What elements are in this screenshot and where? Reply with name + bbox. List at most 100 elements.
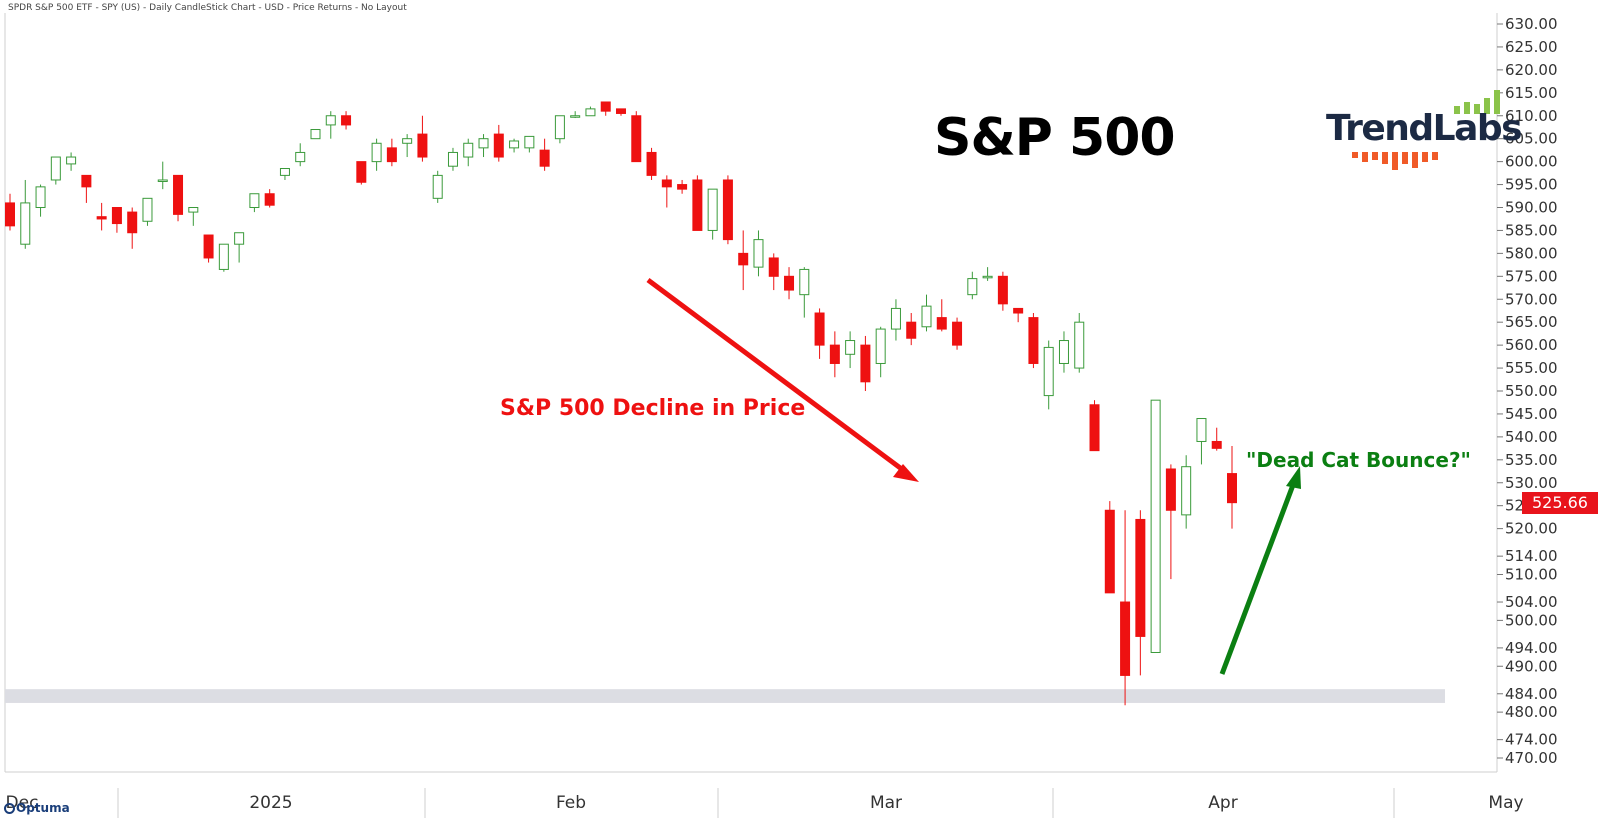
candle-down (1211, 440, 1222, 449)
candle-down (616, 108, 626, 114)
y-tick-label: 610.00 (1505, 107, 1558, 125)
candle-up (585, 108, 596, 117)
x-tick-label: Apr (1208, 793, 1237, 813)
candle-up (50, 156, 61, 181)
candle-down (111, 207, 122, 225)
candle-up (875, 328, 886, 364)
candle-up (218, 243, 229, 270)
candle-up (1043, 346, 1054, 397)
candle-down (860, 344, 871, 383)
candle-down (997, 275, 1008, 305)
candle-down (936, 317, 947, 330)
optuma-text: Optuma (16, 801, 70, 815)
logo-bars-icon (1352, 90, 1500, 170)
y-tick-label: 600.00 (1505, 153, 1558, 171)
candle-down (493, 133, 504, 158)
candle-down (814, 312, 825, 346)
y-tick-label: 585.00 (1505, 221, 1558, 239)
last-price-label: 525.66 (1522, 491, 1598, 514)
y-tick-label: 605.00 (1505, 130, 1558, 148)
y-tick-label: 590.00 (1505, 199, 1558, 217)
candle-up (402, 138, 413, 144)
candle-up (35, 186, 46, 208)
y-tick-label: 565.00 (1505, 313, 1558, 331)
y-tick-label: 504.00 (1505, 593, 1558, 611)
candle-up (1196, 418, 1207, 442)
candle-up (707, 188, 718, 231)
candle-up (295, 151, 306, 163)
candle-down (341, 115, 352, 126)
y-tick-label: 550.00 (1505, 382, 1558, 400)
candles (5, 101, 1237, 706)
logo-text: TrendLabs (1326, 108, 1523, 149)
candle-up (570, 115, 581, 118)
candle-down (1227, 473, 1237, 504)
y-tick-label: 470.00 (1505, 749, 1558, 767)
candle-down (81, 174, 92, 188)
y-tick-label: 625.00 (1505, 38, 1558, 56)
y-tick-label: 514.00 (1505, 547, 1558, 565)
candle-up (279, 168, 290, 176)
chart-frame (4, 13, 1498, 773)
candle-down (173, 174, 184, 215)
x-tick-label: 2025 (249, 793, 292, 813)
candle-up (142, 197, 153, 222)
candle-up (478, 138, 489, 149)
y-tick-label: 575.00 (1505, 267, 1558, 285)
candle-down (906, 321, 917, 339)
candle-down (692, 179, 703, 231)
candle-down (1104, 509, 1115, 594)
candle-up (799, 268, 810, 296)
candle-up (447, 151, 458, 167)
y-tick-label: 520.00 (1505, 520, 1558, 538)
candle-down (386, 147, 397, 163)
candle-down (127, 211, 138, 234)
candle-up (157, 179, 168, 182)
y-tick-label: 560.00 (1505, 336, 1558, 354)
candle-up (845, 340, 856, 355)
annotation-arrows (646, 277, 1301, 675)
candle-down (738, 252, 749, 266)
candle-down (96, 216, 107, 220)
candle-down (600, 101, 611, 112)
decline-arrow (646, 277, 905, 473)
candle-up (234, 232, 245, 245)
candle-up (188, 207, 199, 213)
candle-up (310, 129, 321, 140)
candle-up (371, 142, 382, 163)
candle-down (1089, 404, 1100, 452)
candle-down (952, 321, 963, 346)
candle-down (646, 151, 657, 176)
candle-down (722, 179, 733, 241)
y-tick-label: 580.00 (1505, 244, 1558, 262)
trendlabs-logo: TrendLabs (1326, 88, 1526, 172)
y-tick-label: 540.00 (1505, 428, 1558, 446)
candle-down (5, 202, 15, 227)
candle-down (1120, 601, 1131, 676)
y-tick-label: 490.00 (1505, 657, 1558, 675)
y-tick-label: 474.00 (1505, 731, 1558, 749)
bounce-annotation: "Dead Cat Bounce?" (1246, 448, 1471, 472)
support-band (5, 689, 1445, 703)
y-tick-label: 545.00 (1505, 405, 1558, 423)
decline-arrowhead (893, 464, 919, 482)
candle-down (417, 133, 428, 158)
y-tick-label: 535.00 (1505, 451, 1558, 469)
candle-down (1135, 518, 1146, 637)
x-tick-label: May (1488, 793, 1523, 813)
candle-up (325, 115, 336, 126)
candle-up (509, 140, 520, 149)
y-tick-label: 570.00 (1505, 290, 1558, 308)
y-tick-label: 484.00 (1505, 685, 1558, 703)
candle-down (677, 184, 688, 190)
x-tick-label: Mar (870, 793, 902, 813)
candle-up (921, 305, 932, 328)
candle-down (631, 115, 642, 163)
y-tick-label: 630.00 (1505, 15, 1558, 33)
y-tick-label: 555.00 (1505, 359, 1558, 377)
candle-down (539, 149, 550, 167)
y-tick-label: 595.00 (1505, 176, 1558, 194)
candle-up (967, 278, 978, 296)
y-tick-label: 530.00 (1505, 474, 1558, 492)
